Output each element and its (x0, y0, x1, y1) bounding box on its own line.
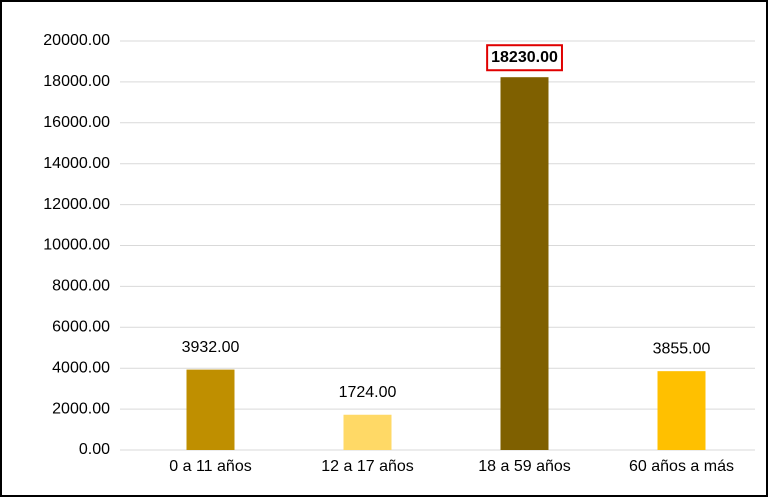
bar (343, 414, 392, 450)
data-label: 1724.00 (339, 384, 397, 401)
data-label: 3855.00 (653, 340, 711, 357)
x-tick-label: 60 años a más (629, 458, 734, 475)
y-tick-label: 2000.00 (52, 400, 110, 417)
x-tick-label: 18 a 59 años (478, 458, 571, 475)
y-tick-label: 6000.00 (52, 319, 110, 336)
bar (657, 371, 706, 450)
bar (186, 369, 235, 450)
y-tick-label: 16000.00 (43, 114, 110, 131)
x-tick-label: 12 a 17 años (321, 458, 414, 475)
y-tick-label: 10000.00 (43, 237, 110, 254)
y-tick-label: 20000.00 (43, 32, 110, 49)
data-label: 18230.00 (491, 49, 558, 66)
y-tick-label: 0.00 (79, 441, 110, 458)
x-tick-label: 0 a 11 años (169, 458, 251, 475)
highlight-box (486, 44, 563, 72)
y-tick-label: 4000.00 (52, 359, 110, 376)
bar (500, 77, 549, 450)
y-tick-label: 14000.00 (43, 155, 110, 172)
y-tick-label: 18000.00 (43, 73, 110, 90)
y-tick-label: 8000.00 (52, 278, 110, 295)
y-tick-label: 12000.00 (43, 196, 110, 213)
data-label: 3932.00 (182, 339, 240, 356)
